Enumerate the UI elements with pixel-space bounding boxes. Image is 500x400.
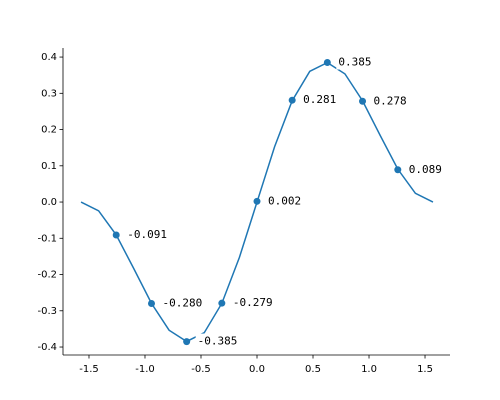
y-tick-label: 0.0: [41, 197, 57, 208]
point: [147, 300, 155, 308]
label-background: [406, 161, 444, 177]
y-tick-label: -0.4: [37, 342, 57, 353]
y-tick-label: 0.4: [41, 52, 57, 63]
label-background: [160, 295, 205, 311]
point: [183, 338, 191, 346]
point: [218, 299, 226, 307]
label-background: [266, 193, 304, 209]
point: [323, 58, 331, 66]
x-tick-label: -1.5: [79, 364, 99, 375]
point: [253, 197, 261, 205]
value-label: 0.089: [409, 163, 442, 176]
x-tick-label: 0.0: [249, 364, 265, 375]
label-background: [230, 295, 275, 311]
y-tick-label: 0.1: [41, 161, 57, 172]
value-label: 0.385: [338, 55, 371, 68]
y-tick-label: 0.2: [41, 125, 57, 136]
label-background: [371, 93, 409, 109]
y-tick-label: -0.3: [37, 306, 57, 317]
value-label: 0.002: [268, 194, 301, 207]
x-tick-label: 1.0: [361, 364, 377, 375]
point: [112, 231, 120, 239]
value-label: -0.385: [198, 335, 238, 348]
point: [288, 96, 296, 104]
x-tick-label: 1.5: [417, 364, 433, 375]
label-background: [195, 333, 240, 349]
x-tick-label: -0.5: [191, 364, 211, 375]
label-background: [125, 227, 169, 243]
y-tick-label: -0.1: [37, 233, 57, 244]
value-label: -0.091: [127, 228, 167, 241]
y-tick-label: 0.3: [41, 88, 57, 99]
value-label: -0.280: [162, 297, 202, 310]
x-tick-label: 0.5: [305, 364, 321, 375]
value-label: 0.281: [303, 93, 336, 106]
label-background: [336, 54, 374, 70]
value-label: -0.279: [233, 296, 273, 309]
y-tick-label: -0.2: [37, 270, 57, 281]
label-background: [301, 92, 339, 108]
value-label: 0.278: [374, 94, 407, 107]
point: [394, 166, 402, 174]
x-tick-label: -1.0: [135, 364, 155, 375]
point: [359, 97, 367, 105]
